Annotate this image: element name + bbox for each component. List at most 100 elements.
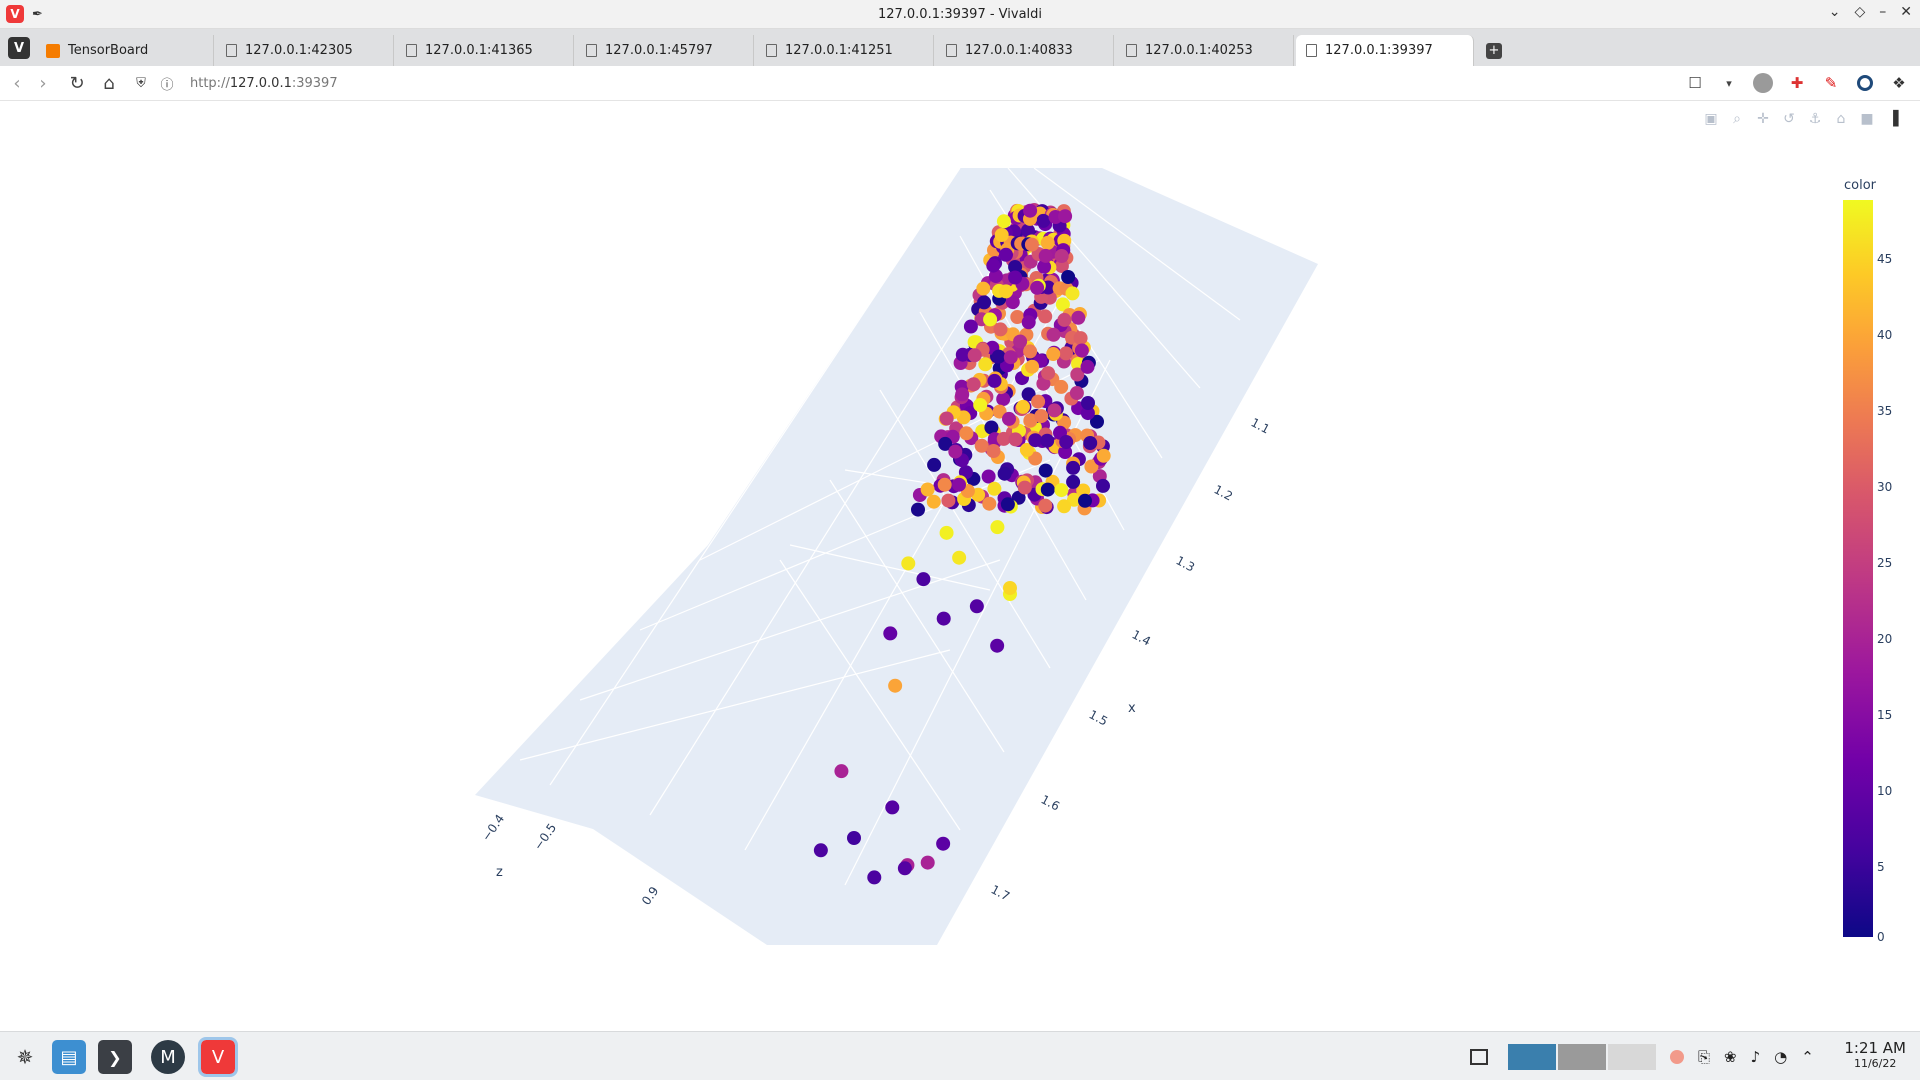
colorbar-tick-label: 0 xyxy=(1877,930,1885,944)
info-icon[interactable]: ⓘ xyxy=(160,77,174,93)
chevron-down-icon[interactable]: ⌄ xyxy=(1828,4,1841,20)
cluster-point xyxy=(976,281,991,296)
mail-icon[interactable]: M xyxy=(151,1040,185,1074)
zoom-icon[interactable]: ⌕ xyxy=(1733,111,1741,127)
clipboard-icon[interactable]: ⎘ xyxy=(1698,1047,1711,1066)
last-save-icon[interactable]: ■ xyxy=(1860,111,1874,127)
cluster-point xyxy=(937,477,952,492)
tab-42305[interactable]: 127.0.0.1:42305 xyxy=(216,35,394,66)
clock[interactable]: 1:21 AM 11/6/22 xyxy=(1844,1039,1906,1070)
pin-icon[interactable]: ✒ xyxy=(32,6,43,22)
scene-floor xyxy=(475,168,1318,945)
profile-avatar-icon[interactable] xyxy=(1752,72,1774,94)
bookmark-icon[interactable]: ☐ xyxy=(1688,74,1702,92)
home-icon[interactable]: ⌂ xyxy=(103,72,115,94)
puzzle-icon[interactable]: ❖ xyxy=(1892,74,1906,92)
pan-icon[interactable]: ✛ xyxy=(1757,111,1769,127)
plotly-logo-icon[interactable]: ▐ xyxy=(1887,111,1899,127)
cluster-point xyxy=(1000,497,1015,512)
colorbar-tick-label: 10 xyxy=(1877,784,1893,798)
dropdown-icon[interactable]: ▾ xyxy=(1726,76,1732,90)
cluster-point xyxy=(983,312,998,327)
tensorboard-icon xyxy=(46,43,60,58)
cluster-point xyxy=(1054,259,1069,273)
launcher-icon[interactable]: ✵ xyxy=(16,1045,34,1069)
tab-tensorboard[interactable]: TensorBoard xyxy=(36,35,214,66)
cluster-point xyxy=(1016,399,1030,414)
cluster-point xyxy=(1038,463,1053,478)
desktop-2[interactable] xyxy=(1558,1043,1606,1070)
circle-extension-icon[interactable] xyxy=(1854,72,1876,94)
desktop-1[interactable] xyxy=(1508,1043,1556,1070)
cluster-point xyxy=(1021,315,1036,330)
shield-icon[interactable]: ⛨ xyxy=(136,75,146,91)
forward-icon[interactable]: › xyxy=(39,72,47,94)
cluster-point xyxy=(1066,460,1081,475)
extension-red-icon[interactable]: ✚ xyxy=(1790,74,1804,92)
data-point xyxy=(952,550,967,565)
camera-icon[interactable]: ▣ xyxy=(1704,111,1718,127)
desktop-3[interactable] xyxy=(1608,1043,1656,1070)
cluster-point xyxy=(966,377,981,392)
cluster-point xyxy=(1065,286,1080,301)
color-picker-icon[interactable] xyxy=(1670,1049,1684,1064)
cluster-point xyxy=(1038,309,1053,324)
tab-40253[interactable]: 127.0.0.1:40253 xyxy=(1116,35,1294,66)
grid-line xyxy=(579,559,1001,701)
turntable-icon[interactable]: ⚓ xyxy=(1808,111,1822,127)
tab-41251[interactable]: 127.0.0.1:41251 xyxy=(756,35,934,66)
data-point xyxy=(847,831,861,845)
data-point xyxy=(916,572,931,587)
chevron-up-icon[interactable]: ⌃ xyxy=(1801,1047,1814,1066)
z-tick-label: −0.5 xyxy=(531,821,559,853)
page-icon xyxy=(226,44,237,57)
volume-icon[interactable]: ♪ xyxy=(1750,1047,1761,1066)
data-point xyxy=(901,556,916,571)
data-point xyxy=(888,678,903,693)
page-icon xyxy=(406,44,417,57)
orbit-icon[interactable]: ↺ xyxy=(1783,111,1795,127)
data-point xyxy=(834,764,849,779)
tab-40833[interactable]: 127.0.0.1:40833 xyxy=(936,35,1114,66)
terminal-icon[interactable]: ❯ xyxy=(98,1040,132,1074)
back-icon[interactable]: ‹ xyxy=(13,72,21,94)
pen-icon[interactable]: ✎ xyxy=(1824,74,1838,92)
scatter3d-scene[interactable]: 1.1 1.2 1.3 1.4 1.5 1.6 1.7 x −0.4 −0.5 z 0.9 xyxy=(0,0,1920,1031)
tab-45797[interactable]: 127.0.0.1:45797 xyxy=(576,35,754,66)
file-manager-icon[interactable]: ▤ xyxy=(52,1040,86,1074)
tab-41365[interactable]: 127.0.0.1:41365 xyxy=(396,35,574,66)
cluster-point xyxy=(977,295,992,310)
close-icon[interactable]: ✕ xyxy=(1900,4,1912,20)
cluster-point xyxy=(926,494,941,509)
show-desktop-icon[interactable] xyxy=(1470,1048,1488,1065)
url-field[interactable]: http://127.0.0.1:39397 xyxy=(190,76,338,91)
reload-icon[interactable]: ↻ xyxy=(69,72,85,94)
tab-39397[interactable]: 127.0.0.1:39397 xyxy=(1296,35,1474,66)
colorbar-tick-label: 30 xyxy=(1877,480,1893,494)
tab-label: 127.0.0.1:39397 xyxy=(1325,43,1433,58)
notifications-icon[interactable]: ❀ xyxy=(1724,1047,1737,1066)
wifi-icon[interactable]: ◔ xyxy=(1774,1047,1788,1066)
vivaldi-icon[interactable]: V xyxy=(198,1037,238,1077)
cluster-point xyxy=(1071,310,1086,325)
minimize-icon[interactable]: – xyxy=(1879,4,1887,20)
tab-label: 127.0.0.1:40253 xyxy=(1145,43,1253,58)
cluster-point xyxy=(986,258,1001,273)
new-tab-button[interactable]: + xyxy=(1486,43,1502,59)
tab-label: 127.0.0.1:40833 xyxy=(965,43,1073,58)
grid-line xyxy=(549,167,961,786)
vivaldi-logo-icon[interactable]: V xyxy=(6,5,24,23)
restore-icon[interactable]: ◇ xyxy=(1854,4,1866,20)
colorbar-tick-label: 5 xyxy=(1877,860,1885,874)
vivaldi-menu-icon[interactable]: V xyxy=(8,37,30,59)
cluster-point xyxy=(981,469,996,484)
colorbar-tick-label: 35 xyxy=(1877,404,1893,418)
grid-line xyxy=(829,479,1005,753)
page-icon xyxy=(1126,44,1137,57)
data-point xyxy=(897,861,912,876)
cluster-point xyxy=(1023,413,1038,428)
cluster-point xyxy=(982,496,997,511)
reset-camera-icon[interactable]: ⌂ xyxy=(1836,111,1846,127)
data-point xyxy=(885,800,900,815)
address-bar: ‹ › ↻ ⌂ ⛨ ⓘ http://127.0.0.1:39397 ☐ ▾ ✚… xyxy=(0,66,1920,101)
